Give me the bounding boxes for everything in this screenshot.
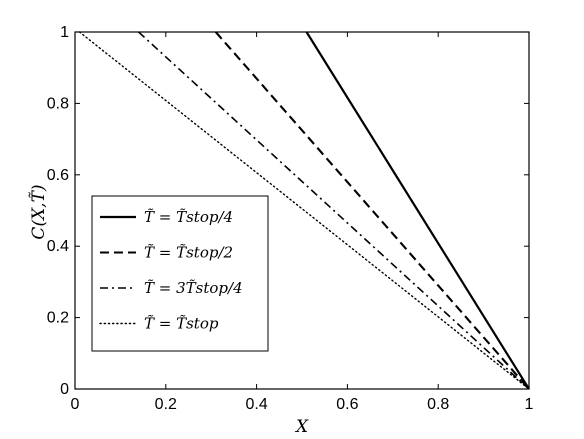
series-line-4	[78, 31, 530, 390]
series-line-2	[214, 31, 530, 390]
y-tick-label: 1	[60, 24, 69, 41]
y-tick-label: 0	[60, 381, 69, 398]
legend: T̃ = T̃stop/4 T̃ = T̃stop/2 T̃ = 3T̃stop/4…	[91, 195, 269, 352]
x-tick-label: 1	[525, 396, 534, 413]
legend-box	[91, 195, 269, 352]
legend-label-1: T̃ = T̃stop/4	[144, 208, 233, 226]
x-tick-label: 0.4	[245, 396, 267, 413]
x-tick-label: 0.8	[427, 396, 449, 413]
x-tick-label: 0.6	[336, 396, 358, 413]
axes-box	[74, 31, 530, 390]
y-axis-label: C(X,T̃)	[29, 184, 49, 239]
x-tick-label: 0	[71, 396, 80, 413]
legend-label-2: T̃ = T̃stop/2	[144, 244, 233, 262]
y-tick-label: 0.6	[47, 167, 69, 184]
x-tick-label: 0.2	[155, 396, 177, 413]
legend-label-3: T̃ = 3T̃stop/4	[144, 279, 243, 297]
y-tick-label: 0.4	[47, 238, 69, 255]
series-line-3	[138, 31, 530, 390]
y-tick-label: 0.8	[47, 95, 69, 112]
x-axis-label: X	[294, 417, 309, 437]
ticks-layer: 0 0.2 0.4 0.6 0.8 1 0 0.2 0.4 0.6 0.8 1	[47, 24, 534, 413]
legend-label-4: T̃ = T̃stop	[144, 315, 219, 333]
series-layer	[78, 31, 530, 390]
series-line-1	[305, 31, 530, 390]
y-tick-label: 0.2	[47, 310, 69, 327]
legend-items: T̃ = T̃stop/4 T̃ = T̃stop/2 T̃ = 3T̃stop/4…	[99, 208, 243, 333]
